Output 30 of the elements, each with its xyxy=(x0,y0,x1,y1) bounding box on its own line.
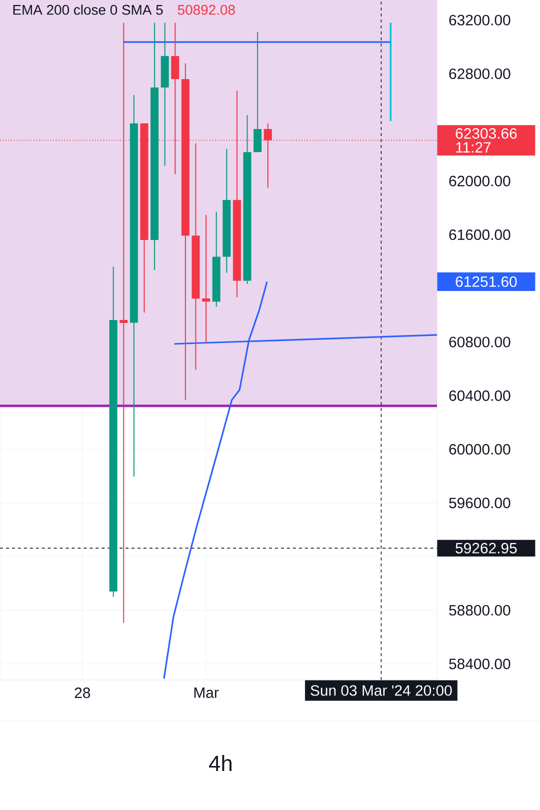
candlestick xyxy=(254,32,262,153)
x-tick-label: Mar xyxy=(194,688,219,698)
candlestick xyxy=(130,94,138,478)
y-tick-label: 63200.00 xyxy=(449,14,510,26)
candlestick xyxy=(243,114,252,284)
ref-line-label: 62303.66 xyxy=(456,128,517,139)
y-tick-label: 60000.00 xyxy=(449,444,510,455)
y-tick-label: 62800.00 xyxy=(449,68,510,80)
ref-line-label: 59262.95 xyxy=(456,542,517,554)
text: 61251.60 xyxy=(456,276,517,287)
text: 11:27 xyxy=(456,142,491,153)
y-tick-label: 58800.00 xyxy=(449,604,510,616)
y-tick-label: 59600.00 xyxy=(449,498,510,508)
ref-line-label: Sun 03 Mar '24 20:00 xyxy=(310,685,452,696)
candlestick xyxy=(222,148,231,274)
candlestick xyxy=(202,214,210,344)
y-tick-label: 60800.00 xyxy=(449,336,510,348)
text: 4h xyxy=(209,755,232,771)
candlestick xyxy=(160,22,169,166)
x-tick-label: 28 xyxy=(74,688,90,698)
candlestick xyxy=(212,211,220,308)
chart-subtitle: 50892.08 xyxy=(178,4,235,15)
candlestick xyxy=(192,142,200,370)
y-tick-label: 61600.00 xyxy=(449,229,510,240)
candlestick xyxy=(109,266,118,598)
candlestick xyxy=(150,22,159,270)
y-tick-label: 62000.00 xyxy=(449,176,510,186)
chart-title: EMA 200 close 0 SMA 5 xyxy=(13,4,163,15)
y-tick-label: 58400.00 xyxy=(449,658,510,670)
y-tick-label: 60400.00 xyxy=(449,390,510,401)
